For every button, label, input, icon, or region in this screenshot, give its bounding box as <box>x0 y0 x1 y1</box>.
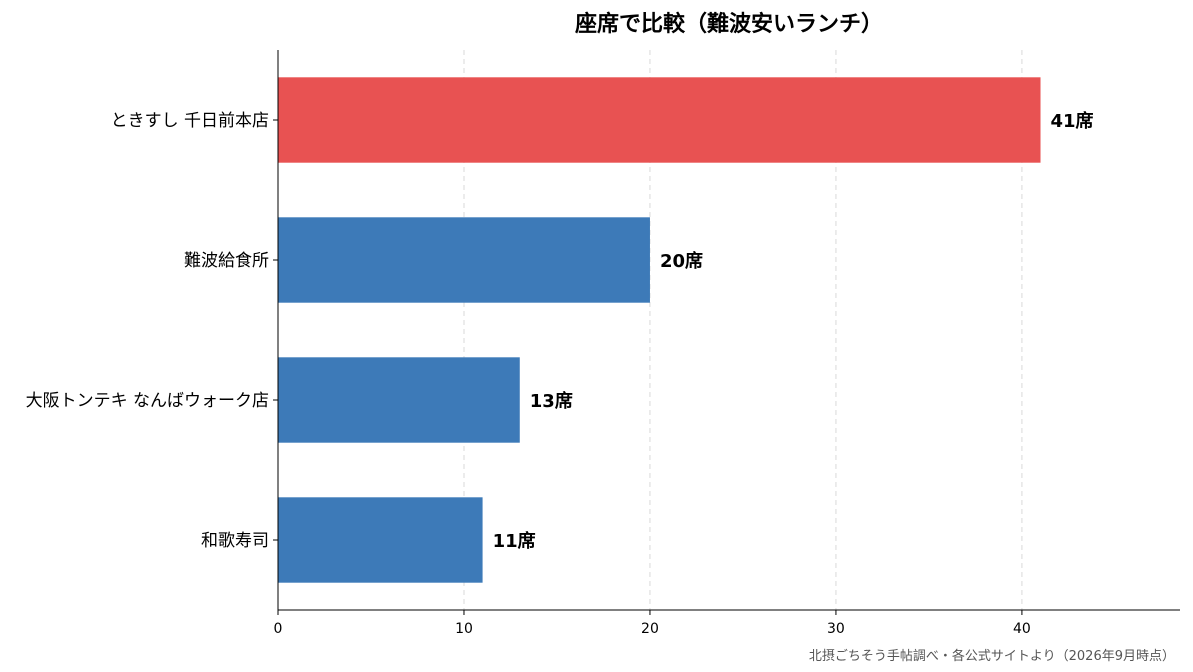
bar <box>278 497 483 583</box>
category-label: 和歌寿司 <box>201 531 269 551</box>
bar <box>278 357 520 443</box>
value-labels: 41席 20席 13席 11席 <box>493 110 1094 552</box>
value-label: 20席 <box>660 250 703 272</box>
x-tick-label: 30 <box>827 621 845 637</box>
category-label: 大阪トンテキ なんばウォーク店 <box>26 391 269 411</box>
category-label: ときすし 千日前本店 <box>111 111 269 131</box>
value-label: 13席 <box>530 390 573 412</box>
value-label: 41席 <box>1051 110 1094 132</box>
x-tick-label: 0 <box>274 621 283 637</box>
x-axis-ticks: 0 10 20 30 40 <box>274 610 1031 637</box>
x-tick-label: 10 <box>455 621 473 637</box>
bars <box>278 77 1041 583</box>
x-tick-label: 40 <box>1013 621 1031 637</box>
x-tick-label: 20 <box>641 621 659 637</box>
bar <box>278 217 650 303</box>
bar <box>278 77 1041 163</box>
chart-title: 座席で比較（難波安いランチ） <box>574 12 883 37</box>
value-label: 11席 <box>493 530 536 552</box>
source-note: 北摂ごちそう手帖調べ・各公式サイトより（2026年9月時点） <box>808 649 1175 664</box>
category-label: 難波給食所 <box>184 251 269 271</box>
